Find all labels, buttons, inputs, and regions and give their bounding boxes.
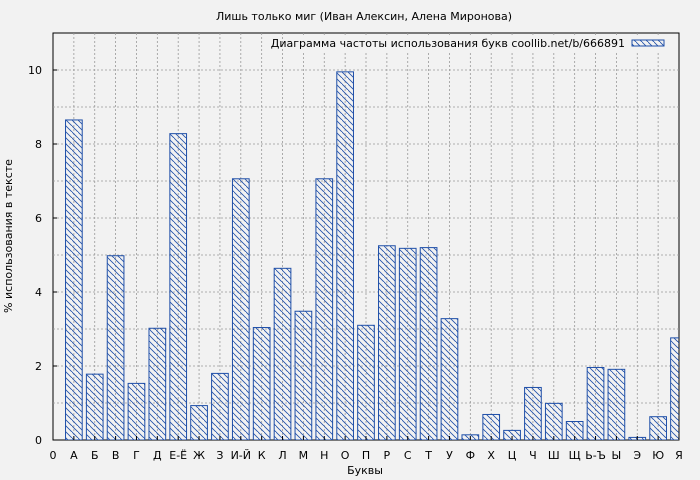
x-tick-label: Т — [424, 449, 432, 462]
x-tick-label: В — [112, 449, 120, 462]
x-tick-label: О — [341, 449, 350, 462]
bar-Д — [148, 327, 167, 440]
bar-Ш — [544, 402, 563, 440]
bar-У — [440, 318, 459, 440]
x-tick-label: Е-Ё — [169, 449, 187, 462]
bar-Ы — [607, 368, 626, 440]
bar-Ц — [503, 429, 521, 440]
x-tick-label: М — [299, 449, 309, 462]
bar-И-Й — [231, 178, 250, 440]
x-tick-label: Ф — [466, 449, 475, 462]
bar-Ю — [649, 416, 667, 440]
y-tick-label: 0 — [35, 434, 42, 447]
bar-Г — [127, 382, 146, 440]
bar-Р — [378, 245, 396, 440]
x-tick-label: А — [70, 449, 78, 462]
x-tick-label: Х — [487, 449, 495, 462]
x-tick-label: Н — [320, 449, 328, 462]
x-tick-label: Ю — [652, 449, 664, 462]
x-tick-label: Щ — [569, 449, 581, 462]
bar-Н — [315, 178, 334, 440]
bar-Л — [273, 267, 292, 440]
x-tick-label: И-Й — [231, 449, 251, 462]
x-tick-label: Д — [153, 449, 162, 462]
bar-Щ — [565, 421, 584, 440]
bar-К — [252, 327, 271, 440]
bar-А — [65, 119, 83, 440]
x-tick-label: К — [258, 449, 266, 462]
bar-Я — [670, 337, 679, 440]
bar-С — [398, 247, 417, 440]
x-tick-label: Л — [278, 449, 286, 462]
x-tick-label: 0 — [50, 449, 57, 462]
x-tick-label: Г — [133, 449, 140, 462]
x-tick-label: Б — [91, 449, 99, 462]
x-tick-label: Ц — [508, 449, 517, 462]
x-tick-label: Я — [675, 449, 683, 462]
bar-Т — [419, 247, 438, 440]
y-axis-label: % использования в тексте — [2, 159, 15, 313]
bar-О — [336, 71, 354, 440]
bar-З — [211, 372, 229, 440]
x-tick-label: З — [216, 449, 223, 462]
x-tick-label: Ь-Ъ — [585, 449, 606, 462]
chart-title: Лишь только миг (Иван Алексин, Алена Мир… — [216, 10, 512, 23]
x-tick-label: С — [404, 449, 412, 462]
x-tick-label: У — [446, 449, 453, 462]
x-tick-label: П — [362, 449, 370, 462]
x-tick-label: Ш — [548, 449, 560, 462]
x-axis-label: Буквы — [347, 464, 383, 477]
legend-label: Диаграмма частоты использования букв coo… — [271, 37, 625, 50]
bar-Х — [482, 413, 501, 440]
legend: Диаграмма частоты использования букв coo… — [271, 35, 677, 51]
legend-box — [283, 35, 677, 51]
bar-М — [294, 310, 313, 440]
x-tick-label: Э — [633, 449, 641, 462]
bar-В — [106, 255, 125, 440]
x-tick-label: Ж — [193, 449, 205, 462]
bar-Ч — [524, 386, 542, 440]
x-tick-label: Ч — [529, 449, 537, 462]
x-tick-label: Ы — [612, 449, 622, 462]
y-axis: 0 2 4 6 8 10 — [28, 64, 57, 447]
y-tick-label: 2 — [35, 360, 42, 373]
y-tick-label: 10 — [28, 64, 42, 77]
bar-Ж — [190, 405, 208, 440]
y-tick-label: 8 — [35, 138, 42, 151]
x-tick-label: Р — [384, 449, 391, 462]
bar-Б — [85, 373, 104, 440]
legend-swatch — [631, 39, 665, 47]
bar-Ь-Ъ — [586, 366, 605, 440]
x-axis: 0 А Б В Г Д Е-Ё Ж З И-Й К Л М Н О П Р С Т У Ф Х Ц Ч Ш Щ Ь-Ъ Ы Э Ю Я — [50, 436, 683, 462]
bars-group — [65, 71, 679, 440]
y-tick-label: 4 — [35, 286, 42, 299]
y-tick-label: 6 — [35, 212, 42, 225]
bar-Е-Ё — [169, 133, 188, 440]
bar-П — [357, 324, 375, 440]
